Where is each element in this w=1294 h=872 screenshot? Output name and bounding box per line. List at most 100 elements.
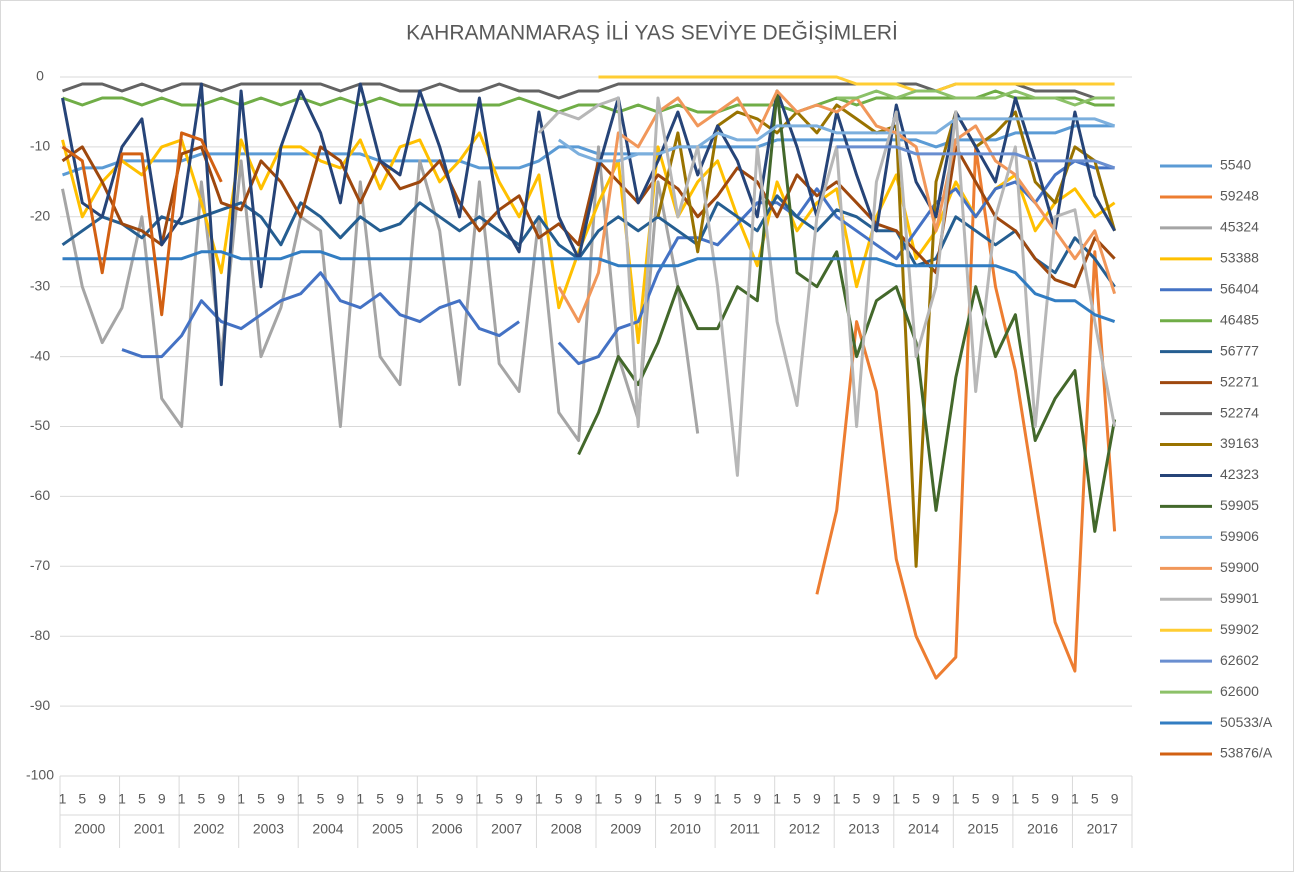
x-tick-label: 9 — [217, 791, 225, 807]
x-tick-label: 1 — [178, 791, 186, 807]
legend-label: 46485 — [1220, 311, 1259, 327]
year-label: 2014 — [908, 821, 939, 837]
year-label: 2002 — [193, 821, 224, 837]
year-label: 2012 — [789, 821, 820, 837]
y-tick-label: -60 — [30, 487, 50, 503]
series-line — [836, 89, 1115, 107]
x-tick-label: 5 — [138, 791, 146, 807]
x-tick-label: 5 — [495, 791, 503, 807]
year-label: 2005 — [372, 821, 403, 837]
x-tick-label: 5 — [376, 791, 384, 807]
legend-label: 59248 — [1220, 188, 1259, 204]
x-tick-label: 9 — [98, 791, 106, 807]
year-label: 2017 — [1087, 821, 1118, 837]
x-tick-label: 9 — [753, 791, 761, 807]
y-tick-label: -40 — [30, 347, 50, 363]
y-tick-label: -90 — [30, 697, 50, 713]
x-tick-label: 5 — [734, 791, 742, 807]
x-tick-label: 9 — [396, 791, 404, 807]
series-line — [61, 145, 700, 442]
y-tick-label: -100 — [26, 767, 54, 783]
legend-label: 52271 — [1220, 373, 1259, 389]
x-tick-label: 9 — [932, 791, 940, 807]
series-line — [537, 96, 1117, 477]
y-tick-label: -70 — [30, 557, 50, 573]
series-line — [121, 159, 1115, 366]
x-tick-label: 5 — [436, 791, 444, 807]
x-tick-label: 9 — [694, 791, 702, 807]
x-tick-label: 9 — [813, 791, 821, 807]
legend-label: 59902 — [1220, 621, 1259, 637]
x-tick-label: 1 — [416, 791, 424, 807]
x-tick-label: 1 — [237, 791, 245, 807]
legend-label: 5540 — [1220, 157, 1251, 173]
x-tick-label: 5 — [674, 791, 682, 807]
x-tick-label: 5 — [793, 791, 801, 807]
legend-label: 53876/A — [1220, 745, 1273, 761]
legend-label: 62602 — [1220, 652, 1259, 668]
legend-label: 45324 — [1220, 219, 1259, 235]
x-tick-label: 9 — [873, 791, 881, 807]
x-tick-label: 5 — [1031, 791, 1039, 807]
x-tick-label: 5 — [972, 791, 980, 807]
x-tick-label: 1 — [1071, 791, 1079, 807]
year-label: 2013 — [848, 821, 879, 837]
x-tick-label: 1 — [118, 791, 126, 807]
x-tick-label: 9 — [634, 791, 642, 807]
x-tick-label: 1 — [475, 791, 483, 807]
x-tick-label: 1 — [59, 791, 67, 807]
year-label: 2007 — [491, 821, 522, 837]
series-line — [557, 89, 1117, 324]
chart-title: KAHRAMANMARAŞ İLİ YAS SEVİYE DEĞİŞİMLERİ — [406, 22, 898, 45]
year-label: 2008 — [551, 821, 582, 837]
x-tick-label: 5 — [1091, 791, 1099, 807]
x-tick-label: 1 — [535, 791, 543, 807]
x-tick-label: 9 — [575, 791, 583, 807]
x-tick-label: 9 — [992, 791, 1000, 807]
x-tick-label: 5 — [555, 791, 563, 807]
year-label: 2006 — [432, 821, 463, 837]
year-label: 2015 — [968, 821, 999, 837]
legend-label: 52274 — [1220, 404, 1259, 420]
x-tick-label: 9 — [277, 791, 285, 807]
legend-label: 59901 — [1220, 590, 1259, 606]
year-label: 2016 — [1027, 821, 1058, 837]
year-label: 2010 — [670, 821, 701, 837]
x-tick-label: 1 — [773, 791, 781, 807]
x-tick-label: 9 — [158, 791, 166, 807]
series-line — [62, 250, 1116, 324]
year-label: 2000 — [74, 821, 105, 837]
series-line — [836, 145, 1116, 170]
legend-label: 39163 — [1220, 435, 1259, 451]
x-tick-label: 1 — [1011, 791, 1019, 807]
y-tick-label: -50 — [30, 417, 50, 433]
series-line — [557, 117, 1116, 163]
x-tick-label: 5 — [198, 791, 206, 807]
y-tick-label: 0 — [36, 68, 44, 84]
legend-label: 50533/A — [1220, 714, 1273, 730]
y-tick-label: -10 — [30, 138, 50, 154]
x-tick-label: 9 — [1111, 791, 1119, 807]
x-tick-label: 1 — [714, 791, 722, 807]
x-tick-label: 1 — [356, 791, 364, 807]
x-tick-label: 9 — [1051, 791, 1059, 807]
legend-label: 59905 — [1220, 497, 1259, 513]
x-tick-label: 5 — [614, 791, 622, 807]
y-tick-label: -80 — [30, 627, 50, 643]
x-tick-label: 5 — [317, 791, 325, 807]
series-line — [598, 75, 1115, 93]
x-tick-label: 5 — [853, 791, 861, 807]
x-tick-label: 1 — [833, 791, 841, 807]
legend-label: 42323 — [1220, 466, 1259, 482]
x-tick-label: 5 — [257, 791, 265, 807]
year-label: 2003 — [253, 821, 284, 837]
y-tick-label: -30 — [30, 277, 50, 293]
x-tick-label: 1 — [297, 791, 305, 807]
x-tick-label: 1 — [654, 791, 662, 807]
year-label: 2001 — [134, 821, 165, 837]
legend-label: 59900 — [1220, 559, 1259, 575]
x-tick-label: 5 — [78, 791, 86, 807]
legend-label: 62600 — [1220, 683, 1259, 699]
x-tick-label: 9 — [456, 791, 464, 807]
